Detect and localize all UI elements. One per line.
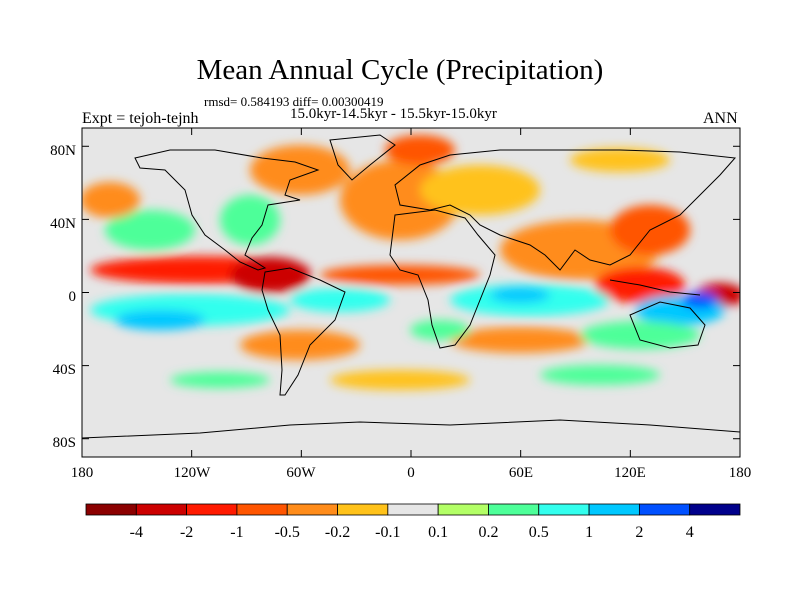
colorbar-box (437, 503, 489, 516)
lon-label-60w: 60W (286, 465, 316, 481)
colorbar-label: -0.1 (375, 524, 400, 541)
colorbar-box (538, 503, 590, 516)
latitude-axis: 80N 40N 0 40S 80S (50, 143, 76, 451)
lat-label-80n: 80N (50, 143, 76, 159)
colorbar-label: -1 (230, 524, 243, 541)
anomaly-patch (490, 287, 550, 303)
colorbar (85, 503, 741, 516)
experiment-label: Expt = tejoh-tejnh (82, 110, 199, 127)
colorbar-box (689, 503, 741, 516)
anomaly-patch (540, 365, 660, 385)
colorbar-box (638, 503, 691, 516)
anomaly-patch (240, 330, 360, 360)
anomaly-patch (570, 148, 670, 172)
colorbar-box (186, 503, 238, 516)
colorbar-box (236, 503, 288, 516)
anomaly-patch (320, 265, 480, 285)
africa-outline (389, 209, 496, 349)
colorbar-label: -2 (180, 524, 193, 541)
anomaly-patch (385, 135, 455, 165)
lon-label-120w: 120W (174, 465, 212, 481)
lon-label-120e: 120E (614, 465, 646, 481)
colorbar-label: 1 (585, 524, 593, 541)
anomaly-patch (450, 327, 590, 353)
colorbar-label: 0.1 (428, 524, 448, 541)
anomaly-patch (82, 182, 140, 218)
lon-label-0: 0 (407, 465, 415, 481)
lat-label-eq: 0 (69, 289, 77, 305)
colorbar-box (135, 503, 188, 516)
season-label: ANN (703, 110, 738, 127)
north-america-outline (134, 149, 320, 271)
colorbar-box (85, 503, 137, 516)
lat-label-80s: 80S (53, 435, 76, 451)
colorbar-label: -4 (130, 524, 143, 541)
eurasia-outline (394, 149, 737, 271)
colorbar-label: -0.5 (275, 524, 300, 541)
anomaly-patch (250, 145, 350, 195)
colorbar-box (337, 503, 389, 516)
figure-title: Mean Annual Cycle (Precipitation) (196, 54, 604, 86)
anomaly-patch (330, 370, 470, 390)
coastlines (82, 134, 740, 439)
indonesia-outline (609, 279, 701, 296)
anomaly-patch (580, 321, 700, 349)
anomaly-patch (290, 288, 390, 312)
stats-label: rmsd= 0.584193 diff= 0.00300419 (204, 94, 384, 109)
colorbar-label: 0.5 (529, 524, 549, 541)
colorbar-label: 2 (635, 524, 643, 541)
anomaly-patch (170, 372, 270, 388)
anomaly-field (82, 135, 740, 390)
anomaly-patch (410, 320, 470, 340)
colorbar-box (488, 503, 540, 516)
colorbar-box (588, 503, 640, 516)
colorbar-labels: -4 -2 -1 -0.5 -0.2 -0.1 0.1 0.2 0.5 1 2 4 (130, 524, 694, 541)
lon-label-180w: 180 (71, 465, 94, 481)
lon-label-60e: 60E (509, 465, 533, 481)
lat-label-40n: 40N (50, 216, 76, 232)
lat-label-40s: 40S (53, 362, 76, 378)
period-label: 15.0kyr-14.5kyr - 15.5kyr-15.0kyr (290, 106, 497, 122)
anomaly-patch (105, 210, 195, 250)
greenland-outline (329, 134, 396, 181)
australia-outline (629, 301, 706, 349)
anomaly-patch (682, 292, 718, 308)
lon-label-180e: 180 (729, 465, 752, 481)
longitude-axis: 180 120W 60W 0 60E 120E 180 (71, 465, 752, 481)
axis-ticks (81, 128, 741, 457)
colorbar-label: 4 (686, 524, 694, 541)
anomaly-patch (115, 310, 205, 330)
colorbar-box (286, 503, 338, 516)
antarctica-outline (82, 419, 740, 439)
colorbar-label: -0.2 (325, 524, 350, 541)
anomaly-patch (220, 195, 280, 245)
colorbar-box (387, 503, 439, 516)
anomaly-patch (420, 165, 540, 215)
south-america-outline (261, 267, 346, 396)
colorbar-label: 0.2 (478, 524, 498, 541)
